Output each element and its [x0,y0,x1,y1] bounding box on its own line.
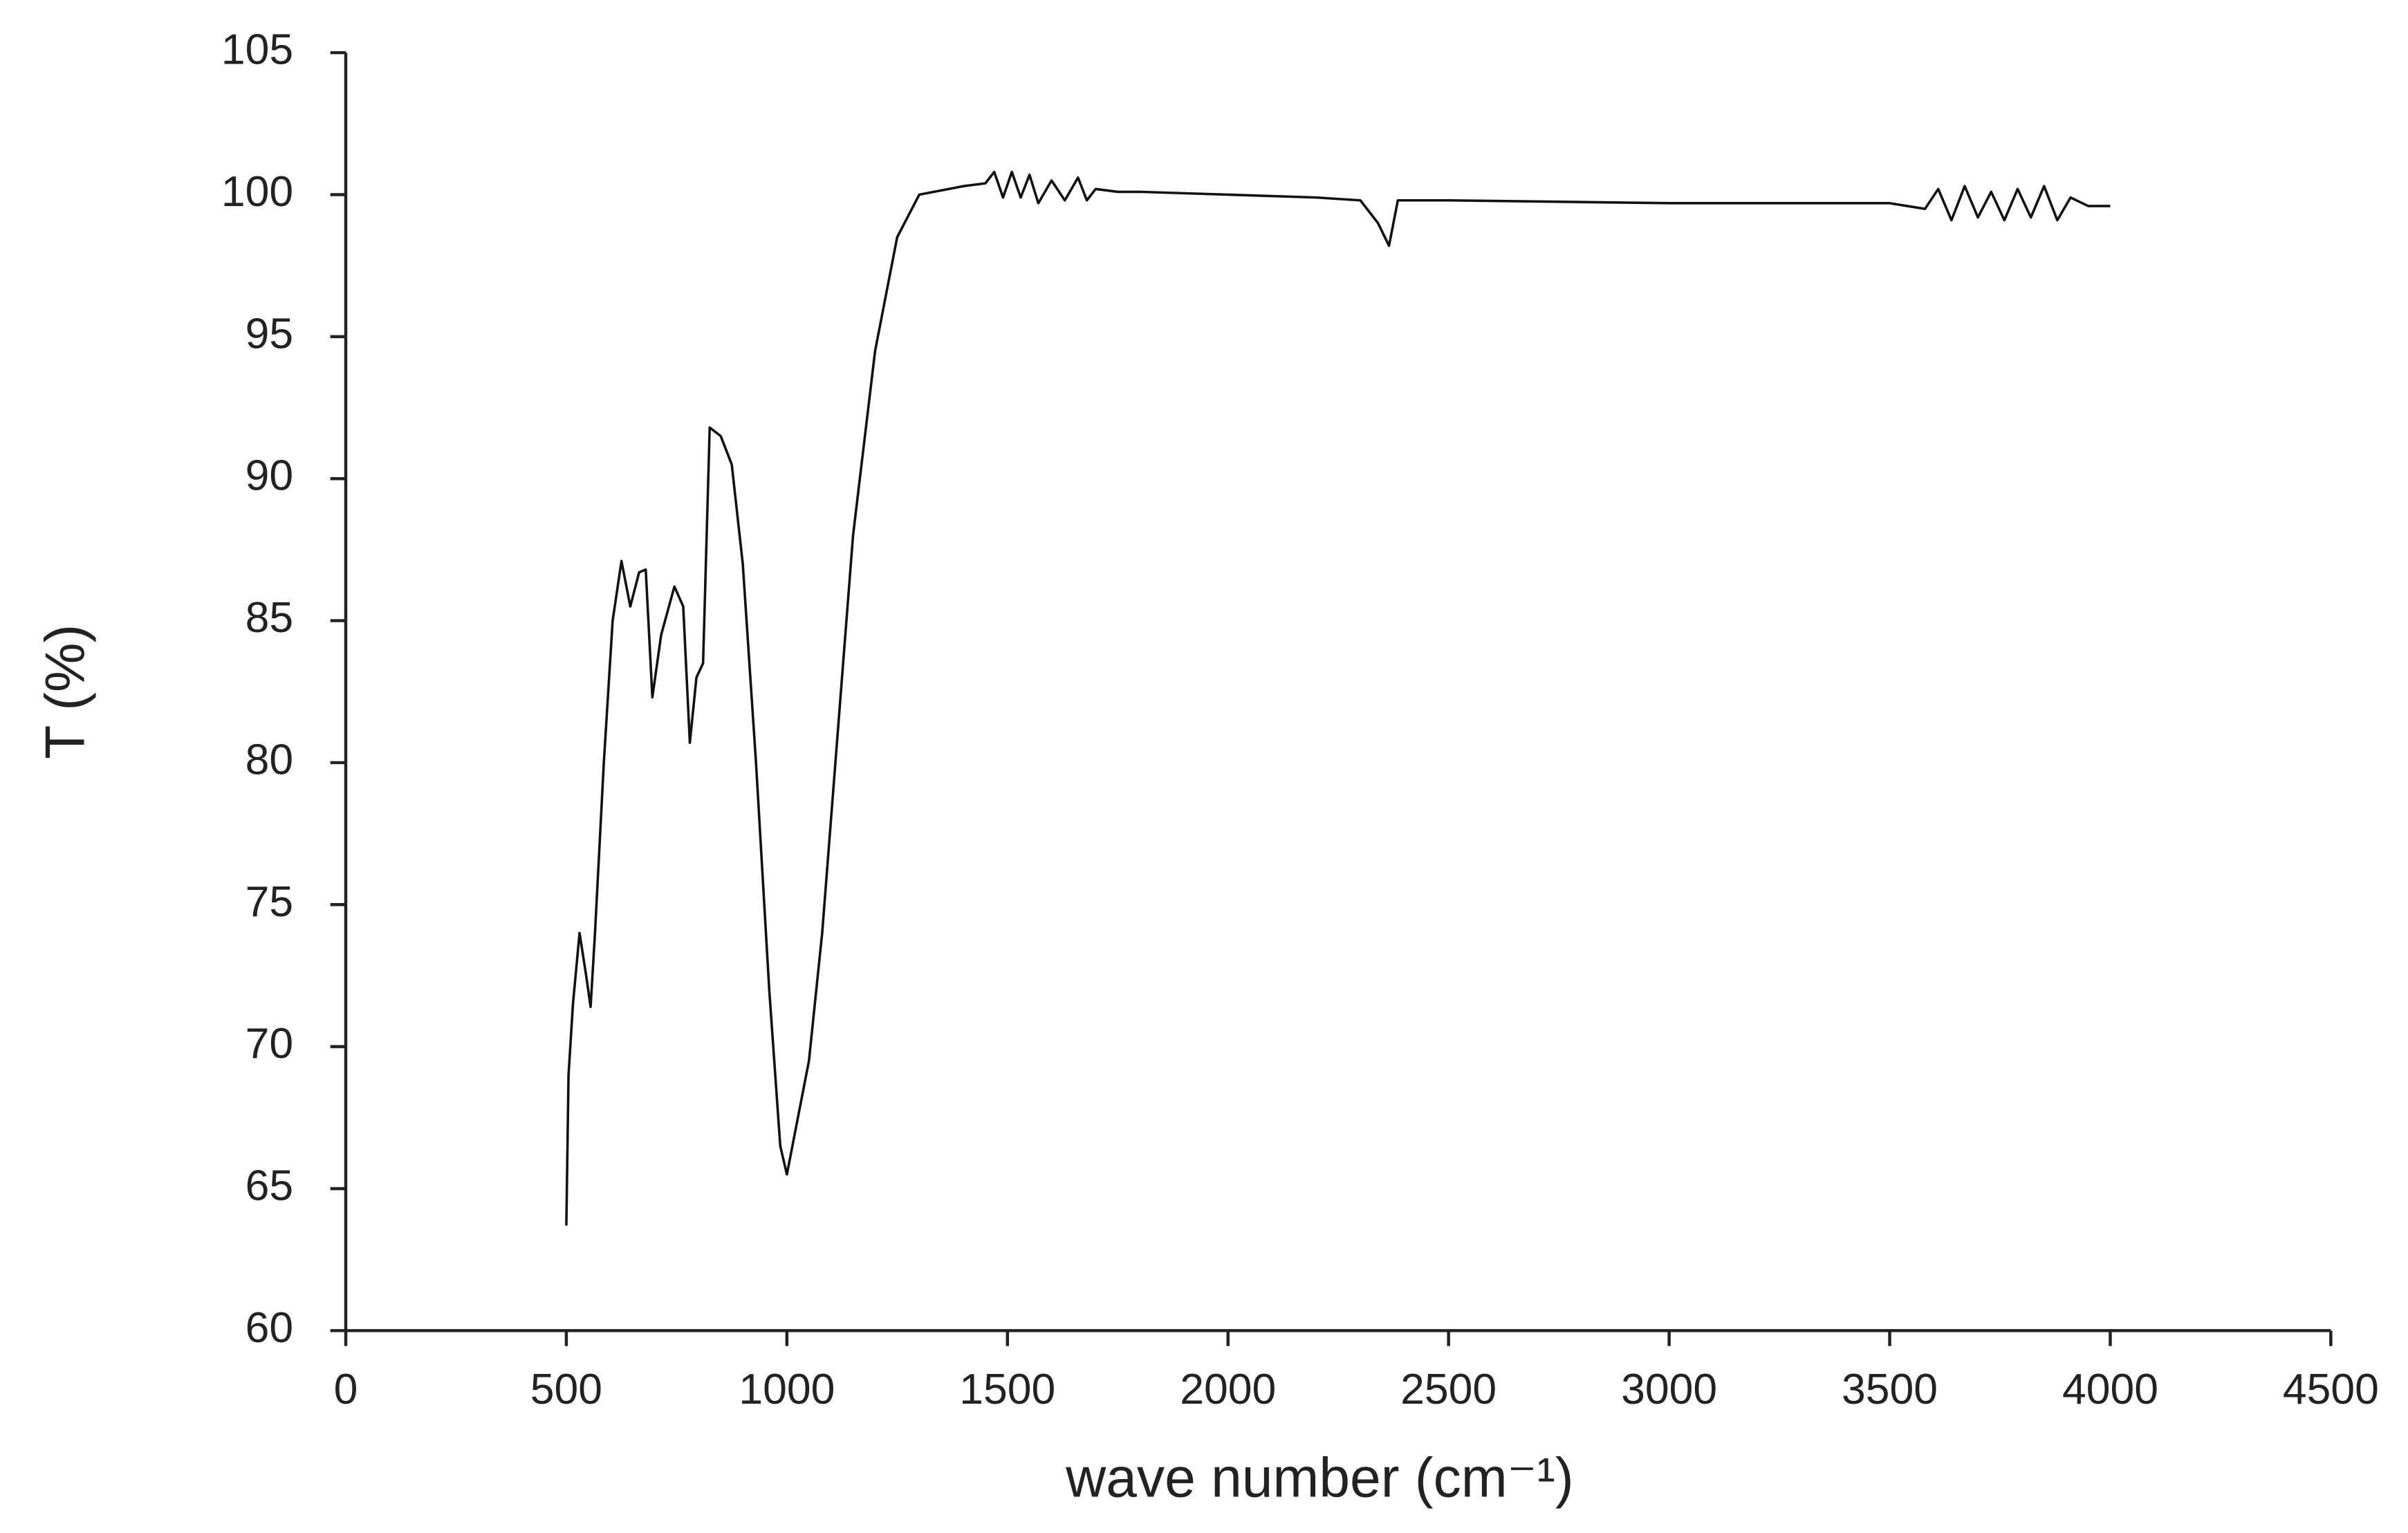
y-tick-label: 75 [246,877,294,926]
x-tick-label: 3500 [1842,1365,1938,1413]
y-tick-label: 60 [246,1303,294,1352]
y-tick-label: 85 [246,593,294,642]
y-tick-label: 90 [246,452,294,500]
y-tick-label: 70 [246,1019,294,1068]
y-axis-title: T (%) [35,624,97,759]
x-tick-label: 4500 [2283,1365,2379,1413]
y-tick-label: 105 [221,26,293,74]
x-tick-label: 1500 [959,1365,1055,1413]
x-tick-label: 500 [530,1365,602,1413]
x-axis-title: wave number (cm⁻¹) [1065,1447,1573,1509]
y-tick-label: 65 [246,1161,294,1209]
y-tick-label: 100 [221,167,293,216]
x-tick-label: 2000 [1180,1365,1276,1413]
y-tick-label: 80 [246,735,294,783]
x-tick-label: 4000 [2062,1365,2158,1413]
x-tick-label: 3000 [1621,1365,1717,1413]
x-tick-label: 1000 [739,1365,835,1413]
x-tick-label: 0 [334,1365,358,1413]
x-tick-label: 2500 [1400,1365,1497,1413]
spectrum-line [565,170,2111,1226]
y-tick-label: 95 [246,309,294,357]
